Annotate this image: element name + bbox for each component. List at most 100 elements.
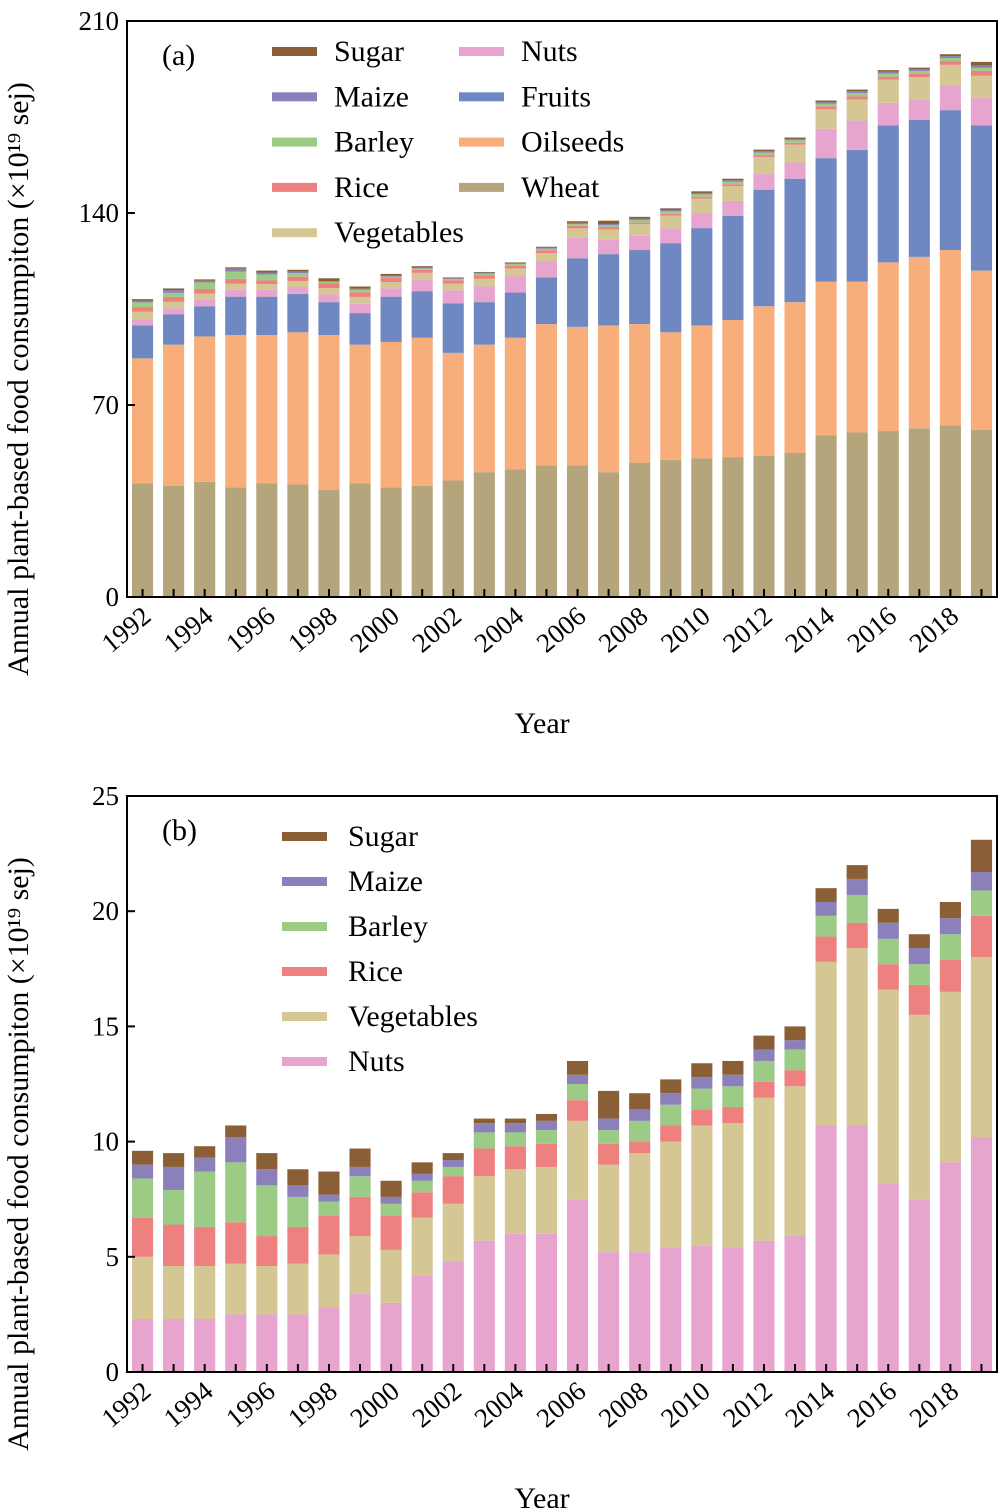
bar-nuts-1996 xyxy=(256,1314,278,1372)
bar-vegetables-2008 xyxy=(629,223,651,236)
bar-nuts-2001 xyxy=(411,279,433,292)
bar-rice-2016 xyxy=(877,76,899,80)
legend-label-sugar: Sugar xyxy=(334,35,404,68)
bar-maize-2000 xyxy=(380,275,402,277)
bar-maize-2018 xyxy=(939,56,961,59)
bar-barley-2005 xyxy=(535,1130,558,1144)
bar-sugar-2015 xyxy=(846,865,868,879)
bar-sugar-2001 xyxy=(411,266,433,268)
x-tick-label: 2006 xyxy=(531,1376,592,1434)
bar-wheat-2019 xyxy=(970,429,993,597)
y-tick-label: 25 xyxy=(92,781,119,811)
bar-barley-2007 xyxy=(598,225,620,227)
bar-barley-1997 xyxy=(287,1196,309,1227)
bar-vegetables-2002 xyxy=(442,283,464,291)
bar-vegetables-2001 xyxy=(411,272,433,280)
bar-barley-2010 xyxy=(691,1088,713,1110)
x-axis-title: Year xyxy=(514,707,569,740)
bar-sugar-2003 xyxy=(473,271,495,273)
bar-maize-2013 xyxy=(784,139,806,141)
y-tick-label: 15 xyxy=(92,1011,119,1041)
bar-oilseeds-2012 xyxy=(753,306,775,456)
bar-barley-1994 xyxy=(194,282,216,289)
x-tick-label: 2008 xyxy=(593,1376,654,1434)
bar-oilseeds-2000 xyxy=(380,341,402,488)
bar-nuts-1998 xyxy=(318,1307,340,1372)
bar-rice-1993 xyxy=(163,296,185,302)
bar-maize-2001 xyxy=(411,267,433,269)
bar-maize-1996 xyxy=(256,272,278,275)
bar-rice-2019 xyxy=(970,70,993,76)
bar-sugar-1995 xyxy=(225,1125,247,1137)
bar-sugar-2016 xyxy=(877,70,899,72)
bar-maize-2002 xyxy=(442,1160,464,1167)
legend-swatch-oilseeds xyxy=(459,137,504,147)
legend: Sugar Maize Barley Rice Vegetables Nuts xyxy=(282,820,478,1078)
bar-maize-2015 xyxy=(846,878,868,896)
bar-maize-2016 xyxy=(877,71,899,74)
bar-fruits-2017 xyxy=(908,119,930,257)
bar-wheat-2016 xyxy=(877,431,899,597)
bar-nuts-1997 xyxy=(287,287,309,294)
bar-oilseeds-2013 xyxy=(784,302,806,453)
bar-maize-1998 xyxy=(318,1194,340,1202)
y-tick-label: 0 xyxy=(106,582,120,612)
bar-oilseeds-2011 xyxy=(722,319,744,458)
bar-rice-2013 xyxy=(784,142,806,145)
bar-oilseeds-1994 xyxy=(194,336,216,482)
bar-vegetables-2014 xyxy=(815,109,837,129)
bar-wheat-1992 xyxy=(131,483,154,597)
bar-sugar-2014 xyxy=(815,100,837,103)
bar-rice-2018 xyxy=(939,959,961,992)
bar-rice-2011 xyxy=(722,184,744,187)
bar-rice-2006 xyxy=(566,225,589,229)
bar-wheat-2005 xyxy=(535,465,558,597)
bar-sugar-2018 xyxy=(939,901,961,919)
bar-rice-2010 xyxy=(691,196,713,199)
legend-label-maize: Maize xyxy=(348,865,423,898)
bar-maize-2018 xyxy=(939,918,961,935)
bar-vegetables-2011 xyxy=(722,1123,744,1248)
bar-rice-2003 xyxy=(473,1148,495,1177)
bar-wheat-1999 xyxy=(349,483,371,597)
bar-nuts-2002 xyxy=(442,1261,464,1372)
bar-nuts-1995 xyxy=(225,289,247,297)
bar-maize-2004 xyxy=(504,262,526,265)
bar-sugar-2011 xyxy=(722,1060,744,1075)
bar-maize-2014 xyxy=(815,102,837,104)
x-tick-label: 2012 xyxy=(717,1376,778,1434)
bar-vegetables-1994 xyxy=(194,1266,216,1320)
bar-vegetables-2000 xyxy=(380,1249,402,1303)
bar-sugar-1998 xyxy=(318,1171,340,1195)
bar-sugar-2012 xyxy=(753,1035,775,1050)
x-tick-label: 2002 xyxy=(406,601,467,659)
legend-swatch-sugar xyxy=(272,47,317,56)
bar-sugar-2005 xyxy=(535,246,558,248)
bar-fruits-1997 xyxy=(287,293,309,333)
bar-rice-2013 xyxy=(784,1070,806,1087)
bar-rice-2002 xyxy=(442,1176,464,1204)
legend-label-wheat: Wheat xyxy=(521,171,600,204)
bar-wheat-1994 xyxy=(194,481,216,597)
bar-nuts-1995 xyxy=(225,1314,247,1372)
bar-wheat-2007 xyxy=(598,472,620,597)
x-axis-title: Year xyxy=(514,1482,569,1508)
bar-nuts-2014 xyxy=(815,1125,837,1372)
bar-barley-1993 xyxy=(163,292,185,297)
x-tick-label: 2010 xyxy=(655,601,716,659)
bar-barley-2003 xyxy=(473,273,495,276)
legend-label-maize: Maize xyxy=(334,80,409,113)
bar-vegetables-1997 xyxy=(287,281,309,288)
bar-vegetables-2004 xyxy=(504,268,526,277)
bar-wheat-2010 xyxy=(691,458,713,597)
bar-fruits-2019 xyxy=(970,125,993,271)
bar-fruits-2012 xyxy=(753,189,775,307)
bar-oilseeds-2005 xyxy=(535,324,558,466)
legend-swatch-barley xyxy=(282,922,327,931)
legend-label-vegetables: Vegetables xyxy=(348,1000,478,1033)
bar-nuts-2012 xyxy=(753,174,775,190)
bar-maize-2011 xyxy=(722,180,744,182)
